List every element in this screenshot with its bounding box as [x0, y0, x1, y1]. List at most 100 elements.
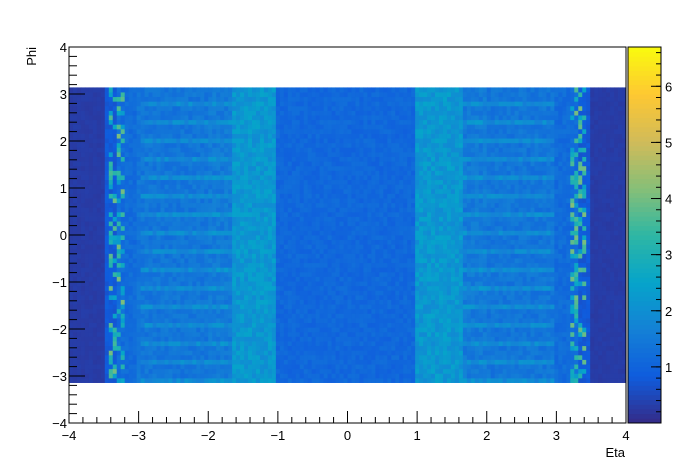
heatmap-cell	[259, 253, 265, 259]
heatmap-cell	[208, 281, 213, 287]
heatmap-cell	[88, 294, 94, 300]
heatmap-cell	[275, 336, 281, 342]
heatmap-cell	[116, 147, 122, 153]
heatmap-cell	[263, 207, 269, 213]
heatmap-cell	[232, 188, 237, 194]
heatmap-cell	[160, 170, 165, 176]
heatmap-cell	[172, 267, 177, 273]
heatmap-cell	[148, 147, 153, 153]
heatmap-cell	[232, 345, 237, 351]
heatmap-cell	[92, 170, 98, 176]
heatmap-cell	[124, 327, 130, 333]
heatmap-cell	[255, 142, 261, 148]
heatmap-cell	[208, 225, 213, 231]
heatmap-cell	[371, 133, 376, 139]
heatmap-cell	[156, 138, 161, 144]
heatmap-cell	[180, 285, 185, 291]
heatmap-cell	[132, 156, 138, 162]
heatmap-cell	[291, 175, 297, 181]
heatmap-cell	[84, 354, 90, 360]
heatmap-cell	[363, 267, 368, 273]
heatmap-cell	[367, 285, 372, 291]
heatmap-cell	[84, 87, 90, 93]
heatmap-cell	[335, 221, 340, 227]
heatmap-cell	[152, 354, 157, 360]
heatmap-cell	[240, 244, 245, 250]
heatmap-cell	[303, 225, 309, 231]
heatmap-cell	[208, 138, 213, 144]
heatmap-cell	[331, 128, 336, 134]
heatmap-cell	[244, 322, 249, 328]
heatmap-cell	[192, 359, 197, 365]
heatmap-cell	[160, 101, 165, 107]
heatmap-cell	[259, 308, 265, 314]
heatmap-cell	[164, 230, 169, 236]
heatmap-cell	[212, 318, 217, 324]
heatmap-cell	[335, 373, 340, 379]
heatmap-cell	[244, 262, 249, 268]
heatmap-cell	[228, 235, 233, 241]
heatmap-cell	[347, 128, 352, 134]
heatmap-cell	[108, 262, 114, 268]
heatmap-cell	[240, 110, 245, 116]
heatmap-cell	[92, 239, 98, 245]
heatmap-cell	[299, 87, 305, 93]
heatmap-cell	[371, 345, 376, 351]
heatmap-cell	[271, 211, 277, 217]
heatmap-cell	[311, 318, 317, 324]
heatmap-cell	[216, 377, 221, 383]
heatmap-cell	[355, 128, 360, 134]
heatmap-cell	[351, 188, 356, 194]
heatmap-cell	[136, 156, 142, 162]
heatmap-cell	[140, 225, 145, 231]
heatmap-cell	[204, 96, 209, 102]
heatmap-cell	[148, 239, 153, 245]
heatmap-cell	[255, 165, 261, 171]
heatmap-cell	[156, 281, 161, 287]
heatmap-cell	[164, 110, 169, 116]
heatmap-cell	[311, 101, 317, 107]
heatmap-cell	[267, 124, 273, 130]
heatmap-cell	[192, 336, 197, 342]
heatmap-cell	[339, 313, 344, 319]
heatmap-cell	[212, 193, 217, 199]
heatmap-cell	[335, 179, 340, 185]
heatmap-cell	[128, 92, 134, 98]
heatmap-cell	[188, 235, 193, 241]
heatmap-cell	[371, 124, 376, 130]
heatmap-cell	[156, 87, 161, 93]
heatmap-cell	[331, 179, 336, 185]
heatmap-cell	[228, 184, 233, 190]
heatmap-cell	[347, 258, 352, 264]
heatmap-cell	[279, 299, 285, 305]
heatmap-cell	[100, 281, 106, 287]
heatmap-cell	[244, 368, 249, 374]
heatmap-cell	[331, 156, 336, 162]
heatmap-cell	[136, 96, 142, 102]
heatmap-cell	[104, 267, 110, 273]
heatmap-cell	[128, 313, 134, 319]
heatmap-cell	[220, 271, 225, 277]
heatmap-cell	[347, 151, 352, 157]
heatmap-cell	[156, 193, 161, 199]
heatmap-cell	[236, 230, 241, 236]
heatmap-cell	[347, 221, 352, 227]
heatmap-cell	[216, 188, 221, 194]
heatmap-cell	[327, 147, 332, 153]
heatmap-cell	[244, 281, 249, 287]
heatmap-cell	[124, 216, 130, 222]
heatmap-cell	[69, 336, 74, 342]
heatmap-cell	[303, 281, 309, 287]
heatmap-cell	[248, 285, 253, 291]
heatmap-cell	[347, 336, 352, 342]
heatmap-cell	[240, 373, 245, 379]
heatmap-cell	[156, 294, 161, 300]
heatmap-cell	[128, 216, 134, 222]
heatmap-cell	[92, 101, 98, 107]
heatmap-cell	[311, 128, 317, 134]
heatmap-cell	[156, 239, 161, 245]
heatmap-cell	[335, 151, 340, 157]
heatmap-cell	[224, 368, 229, 374]
heatmap-cell	[252, 299, 257, 305]
heatmap-cell	[120, 211, 126, 217]
